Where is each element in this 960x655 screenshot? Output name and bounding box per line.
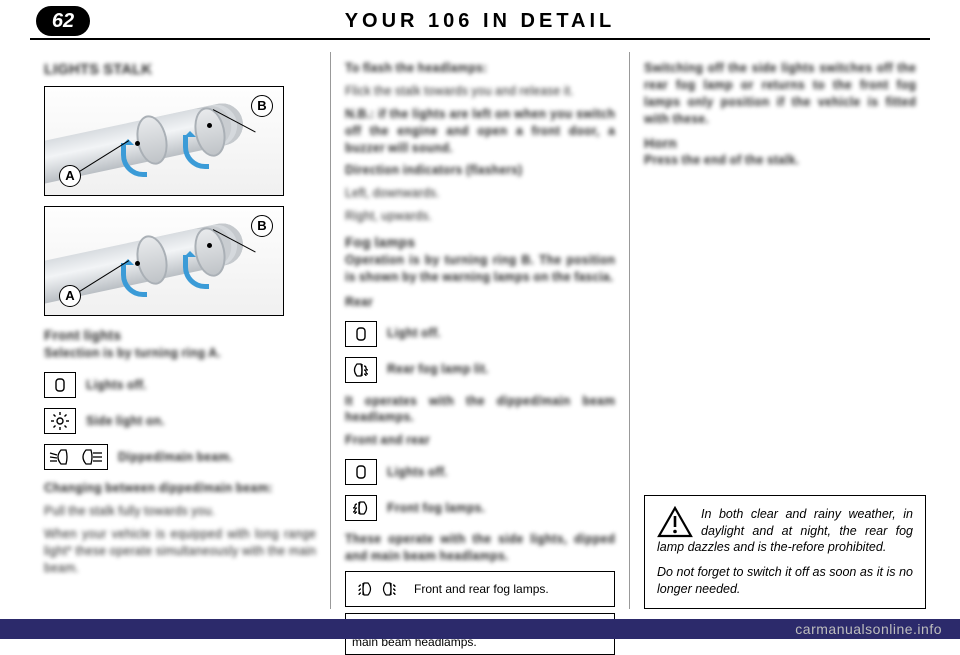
header-band: 62 YOUR 106 IN DETAIL (0, 6, 960, 36)
change-beam-body: Pull the stalk fully towards you. (44, 503, 316, 520)
equip-body: When your vehicle is equipped with long … (44, 526, 316, 577)
content-area: LIGHTS STALK A B (30, 52, 930, 609)
change-beam-title: Changing between dipped/main beam: (44, 480, 316, 497)
label-a-text: A (65, 167, 74, 185)
label-b-text: B (257, 217, 266, 235)
icon-row-fr-off: Lights off. (345, 459, 615, 485)
warning-p1: In both clear and rainy weather, in dayl… (657, 506, 913, 557)
icon-row-lights-off: Lights off. (44, 372, 316, 398)
framed-fog-row: Front and rear fog lamps. (345, 571, 615, 607)
stalk-diagram-1: A B (44, 86, 284, 196)
warning-p2: Do not forget to switch it off as soon a… (657, 564, 913, 598)
dipped-main-label: Dipped/main beam. (118, 449, 233, 466)
label-bubble-a: A (59, 285, 81, 307)
column-2: To flash the headlamps: Flick the stalk … (330, 52, 630, 609)
icon-row-rear-off: Light off. (345, 321, 615, 347)
lights-off-icon (44, 372, 76, 398)
label-bubble-a: A (59, 165, 81, 187)
rotate-arrow-icon (183, 255, 209, 289)
fr-note: These operate with the side lights, dipp… (345, 531, 615, 565)
warning-box: In both clear and rainy weather, in dayl… (644, 495, 926, 609)
column-3: Switching off the side lights switches o… (630, 52, 930, 609)
rear-fog-label: Rear fog lamp lit. (387, 361, 488, 378)
lights-off-icon (345, 459, 377, 485)
framed-fog-label: Front and rear fog lamps. (414, 581, 549, 597)
icon-row-rear-fog: Rear fog lamp lit. (345, 357, 615, 383)
icon-row-front-fog: Front fog lamps. (345, 495, 615, 521)
fog-lamps-title: Fog lamps (345, 233, 615, 252)
flash-title: To flash the headlamps: (345, 60, 615, 77)
icon-row-dipped-main: Dipped/main beam. (44, 444, 316, 470)
header-rule (30, 38, 930, 40)
label-b-text: B (257, 97, 266, 115)
lights-off-label: Lights off. (86, 377, 146, 394)
side-light-icon (44, 408, 76, 434)
switch-off-body: Switching off the side lights switches o… (644, 60, 916, 128)
nb-text: N.B.: if the lights are left on when you… (345, 106, 615, 157)
front-lights-title: Front lights (44, 326, 316, 345)
direction-left: Left, downwards. (345, 185, 615, 202)
manual-page: 62 YOUR 106 IN DETAIL LIGHTS STALK A B (0, 0, 960, 639)
rear-fog-icon (345, 357, 377, 383)
label-a-text: A (65, 287, 74, 305)
label-bubble-b: B (251, 95, 273, 117)
icon-row-side-light: Side light on. (44, 408, 316, 434)
rear-title: Rear (345, 294, 615, 311)
stalk-diagram-2: A B (44, 206, 284, 316)
front-rear-fog-icon (352, 576, 408, 602)
direction-right: Right, upwards. (345, 208, 615, 225)
side-light-label: Side light on. (86, 413, 164, 430)
front-fog-icon (345, 495, 377, 521)
horn-body: Press the end of the stalk. (644, 152, 916, 169)
rear-off-label: Light off. (387, 325, 440, 342)
label-bubble-b: B (251, 215, 273, 237)
fog-lamps-body: Operation is by turning ring B. The posi… (345, 252, 615, 286)
dipped-main-beam-icon (44, 444, 108, 470)
flash-body: Flick the stalk towards you and release … (345, 83, 615, 100)
horn-title: Horn (644, 134, 916, 153)
header-title: YOUR 106 IN DETAIL (0, 6, 960, 36)
direction-title: Direction indicators (flashers) (345, 162, 615, 179)
front-lights-sub: Selection is by turning ring A. (44, 345, 316, 362)
lights-stalk-title: LIGHTS STALK (44, 60, 316, 80)
front-fog-label: Front fog lamps. (387, 500, 485, 517)
front-rear-title: Front and rear (345, 432, 615, 449)
light-off-icon (345, 321, 377, 347)
rotate-arrow-icon (183, 135, 209, 169)
rotate-arrow-icon (121, 143, 147, 177)
footer-watermark: carmanualsonline.info (795, 621, 942, 637)
rotate-arrow-icon (121, 263, 147, 297)
fr-off-label: Lights off. (387, 464, 447, 481)
column-1: LIGHTS STALK A B (30, 52, 330, 609)
warning-triangle-icon (657, 506, 693, 538)
rear-note: It operates with the dipped/main beam he… (345, 393, 615, 427)
